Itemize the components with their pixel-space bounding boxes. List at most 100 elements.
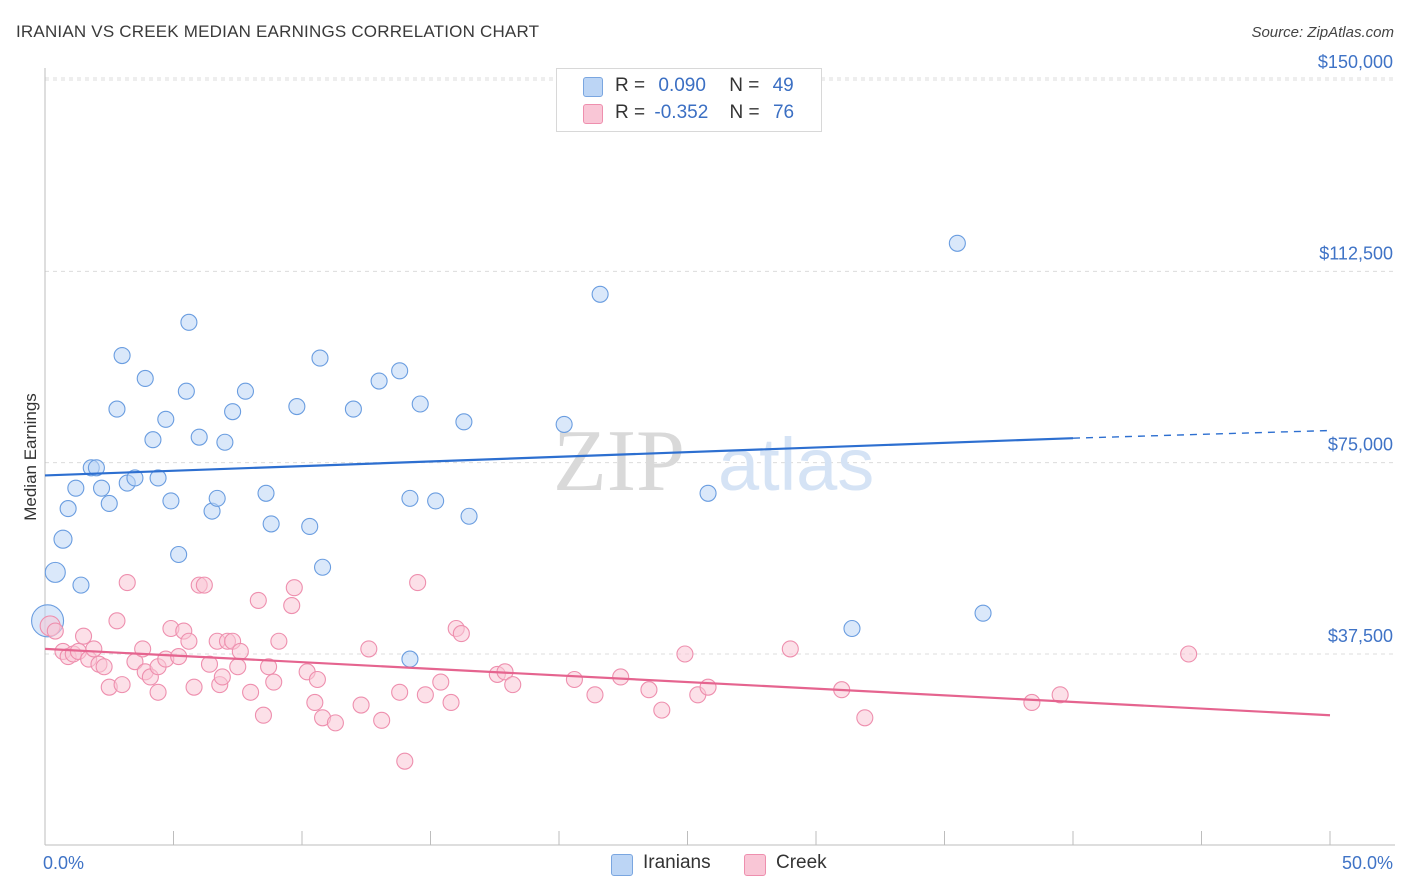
data-point-iranians	[401, 650, 419, 668]
data-point-iranians	[427, 492, 445, 510]
y-tick-label: $112,500	[1319, 243, 1393, 263]
data-point-creek	[586, 686, 604, 704]
data-point-iranians	[224, 403, 242, 421]
data-point-iranians	[100, 494, 118, 513]
data-point-iranians	[72, 576, 90, 594]
data-point-creek	[265, 673, 283, 691]
data-point-iranians	[126, 469, 144, 487]
trend-line-iranians	[44, 437, 1074, 477]
data-point-creek	[1051, 686, 1069, 704]
data-point-creek	[676, 645, 694, 663]
trend-lines	[44, 429, 1331, 717]
data-point-creek	[75, 627, 93, 645]
legend-label-iranians: Iranians	[643, 852, 711, 873]
data-point-creek	[781, 640, 799, 658]
data-point-iranians	[87, 459, 105, 477]
tick-labels: $37,500 $75,000 $112,500 $150,000 0.0% 50.0%	[43, 52, 1393, 873]
data-point-creek	[856, 709, 874, 727]
legend-label-creek: Creek	[776, 852, 827, 873]
data-point-creek	[306, 693, 324, 712]
watermark-zip: ZIP	[553, 413, 685, 510]
data-point-iranians	[149, 469, 167, 487]
data-point-iranians	[699, 484, 717, 502]
legend-swatch-iranians	[611, 854, 633, 876]
r-value: -0.352	[654, 102, 709, 123]
data-point-iranians	[555, 415, 573, 433]
data-point-iranians	[177, 382, 195, 400]
data-point-creek	[200, 655, 219, 673]
data-point-iranians	[391, 362, 409, 380]
data-point-creek	[432, 673, 450, 691]
data-point-iranians	[180, 313, 198, 331]
y-tick-label: $75,000	[1328, 435, 1393, 455]
data-point-iranians	[208, 489, 226, 507]
data-point-creek	[416, 686, 434, 704]
data-point-creek	[640, 681, 658, 699]
data-point-iranians	[108, 400, 126, 418]
data-point-iranians	[53, 529, 73, 549]
data-point-iranians	[948, 234, 966, 252]
data-point-creek	[391, 683, 409, 701]
n-label: N =	[729, 102, 760, 123]
legend-text-creek: R = -0.352 N = 76	[615, 102, 794, 124]
data-point-creek	[270, 632, 288, 650]
data-point-iranians	[136, 369, 154, 388]
data-point-creek	[504, 676, 522, 694]
watermark: ZIP atlas	[553, 413, 874, 510]
r-label: R =	[615, 102, 646, 123]
data-point-creek	[185, 678, 203, 696]
x-tick-label: 50.0%	[1342, 853, 1393, 873]
n-value: 76	[772, 102, 795, 123]
data-point-creek	[699, 678, 717, 696]
r-value: 0.090	[658, 75, 706, 96]
y-tick-label: $150,000	[1318, 52, 1393, 72]
data-point-creek	[653, 701, 671, 719]
data-point-creek	[85, 640, 103, 658]
data-point-iranians	[162, 492, 180, 510]
data-point-iranians	[67, 479, 85, 497]
data-point-iranians	[170, 545, 188, 564]
data-points	[31, 234, 1198, 770]
data-point-iranians	[843, 619, 861, 638]
data-point-iranians	[370, 372, 388, 390]
data-point-iranians	[314, 558, 332, 576]
data-point-creek	[1023, 693, 1041, 712]
data-point-creek	[283, 596, 301, 615]
data-point-creek	[1180, 645, 1198, 663]
data-point-creek	[113, 676, 131, 694]
data-point-creek	[565, 670, 583, 689]
data-point-iranians	[190, 428, 208, 446]
axes	[44, 68, 1395, 846]
chart-title: IRANIAN VS CREEK MEDIAN EARNINGS CORRELA…	[16, 22, 540, 41]
trend-line-creek	[44, 647, 1331, 717]
correlation-legend: R = 0.090 N = 49 R = -0.352 N = 76	[556, 68, 822, 132]
watermark-atlas: atlas	[718, 423, 874, 506]
data-point-iranians	[311, 349, 329, 367]
x-tick-label: 0.0%	[43, 853, 84, 873]
data-point-creek	[195, 576, 213, 594]
data-point-creek	[254, 706, 273, 724]
data-point-creek	[108, 612, 126, 630]
data-point-creek	[95, 658, 113, 676]
data-point-creek	[442, 693, 460, 712]
data-point-creek	[308, 670, 326, 689]
y-axis-label: Median Earnings	[21, 393, 40, 521]
data-point-creek	[260, 658, 278, 676]
data-point-creek	[409, 574, 427, 592]
data-point-iranians	[288, 397, 306, 416]
data-point-creek	[396, 752, 414, 770]
data-point-iranians	[44, 561, 66, 583]
data-point-iranians	[257, 484, 275, 502]
data-point-creek	[373, 711, 391, 729]
data-point-iranians	[460, 507, 478, 525]
data-point-creek	[46, 622, 64, 640]
data-point-creek	[612, 668, 630, 686]
legend-text-iranians: R = 0.090 N = 49	[615, 75, 794, 97]
data-point-creek	[360, 640, 378, 658]
data-point-iranians	[591, 285, 609, 303]
data-point-creek	[118, 574, 136, 592]
data-point-creek	[231, 642, 249, 660]
data-point-iranians	[455, 413, 473, 431]
source-label: Source: ZipAtlas.com	[1251, 24, 1394, 41]
